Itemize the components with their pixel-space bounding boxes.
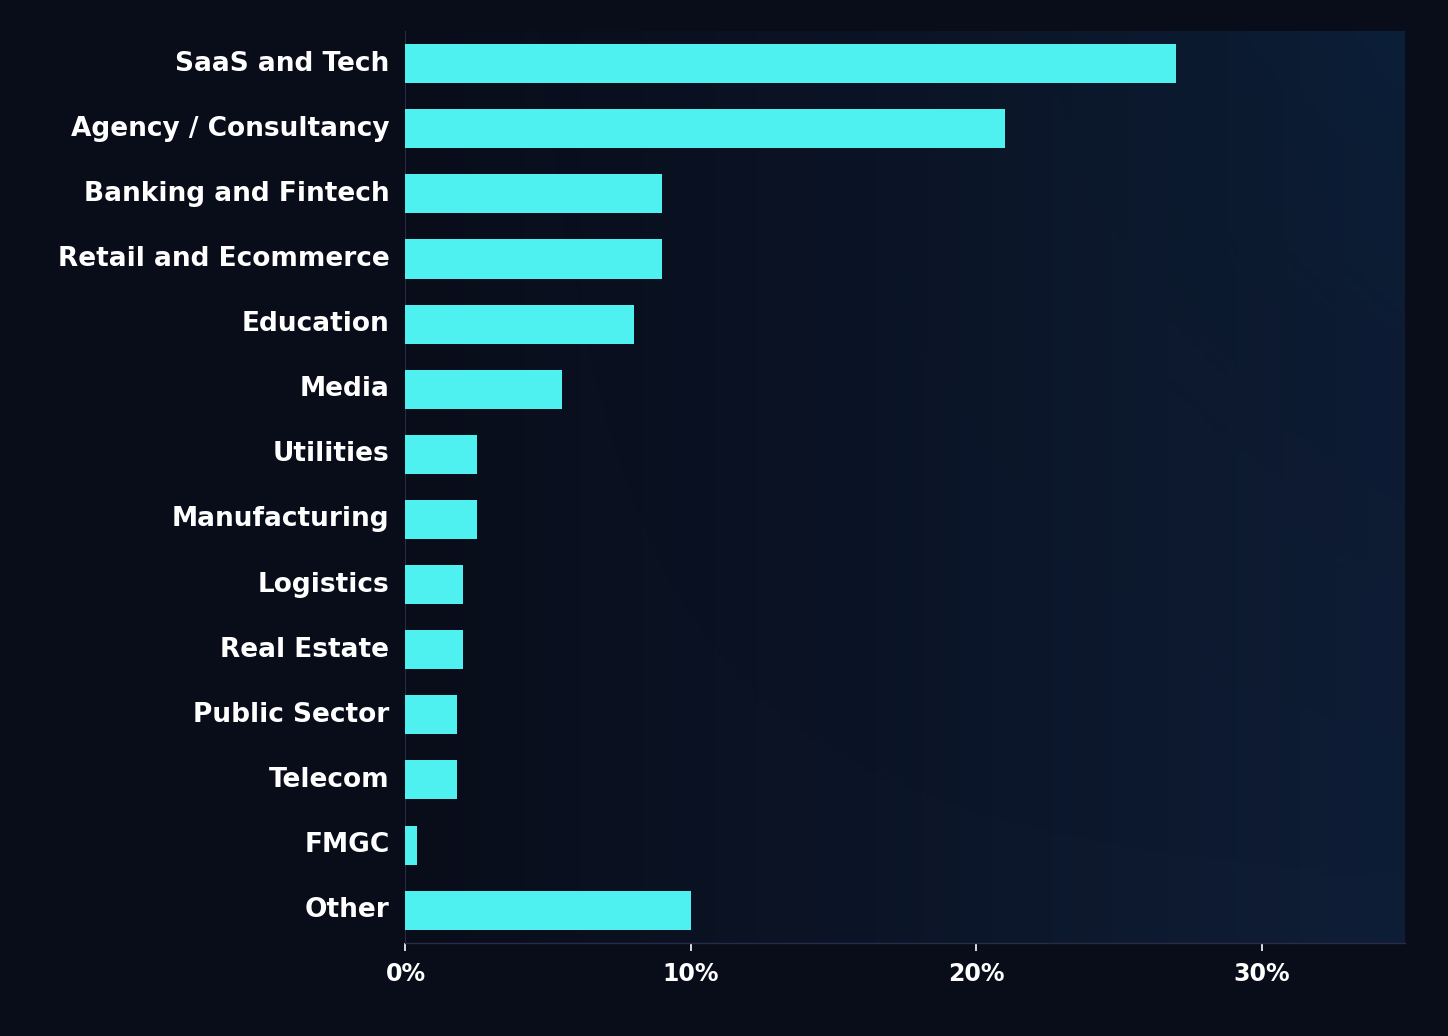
Bar bbox=[405, 760, 456, 800]
Bar bbox=[405, 45, 1176, 83]
Bar bbox=[405, 435, 476, 473]
Bar bbox=[405, 174, 662, 213]
Bar bbox=[405, 500, 476, 539]
Bar bbox=[405, 695, 456, 735]
Bar bbox=[405, 891, 691, 929]
Bar bbox=[405, 565, 462, 604]
Bar bbox=[405, 305, 634, 344]
Bar bbox=[405, 239, 662, 279]
Bar bbox=[405, 370, 562, 409]
Bar bbox=[405, 109, 1005, 148]
Bar bbox=[405, 826, 417, 865]
Bar bbox=[405, 630, 462, 669]
